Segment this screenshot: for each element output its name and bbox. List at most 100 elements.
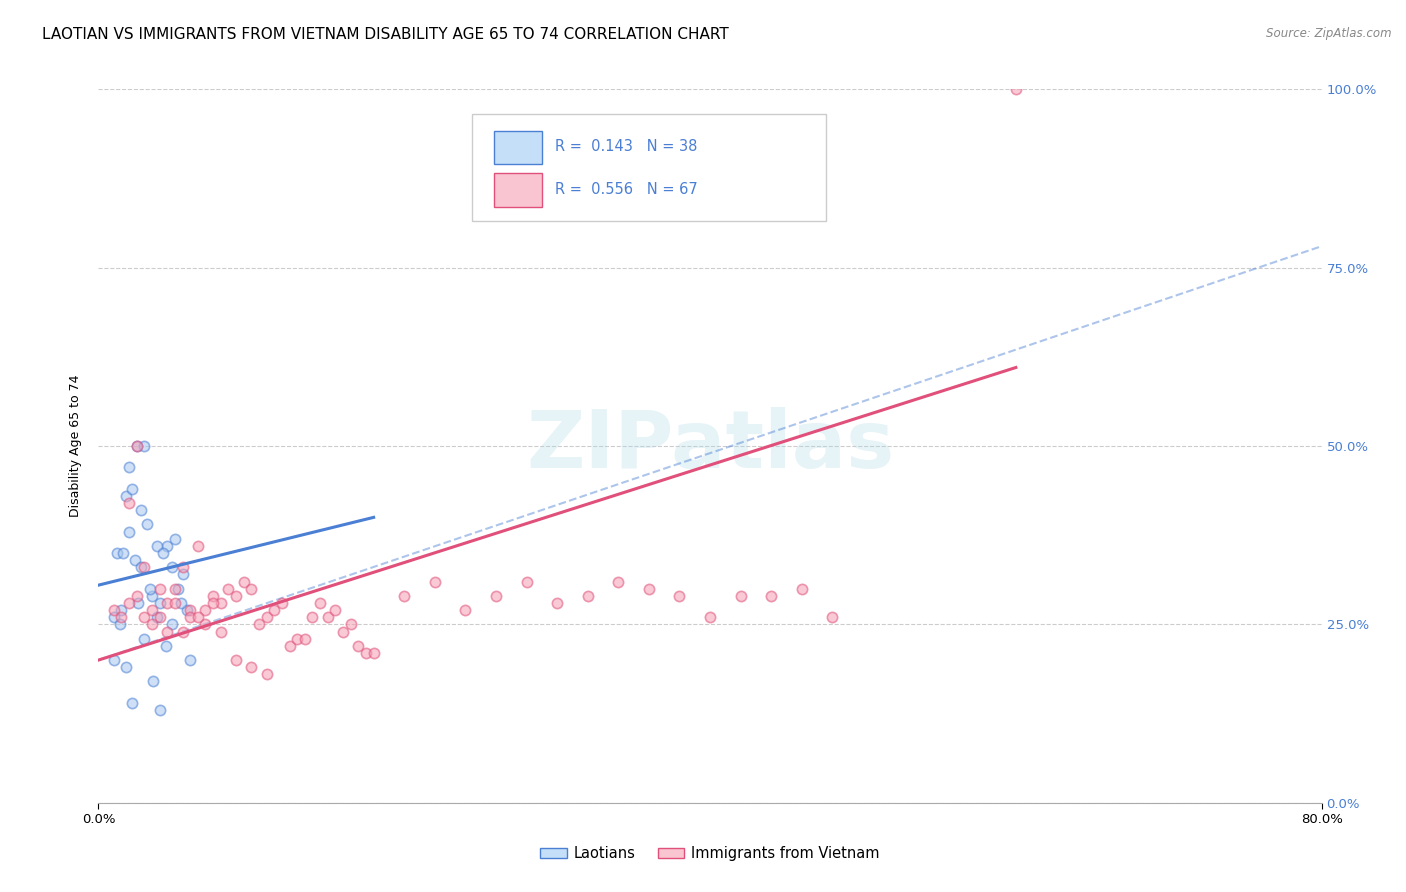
Text: ZIPatlas: ZIPatlas	[526, 407, 894, 485]
Point	[316, 610, 339, 624]
Point	[516, 574, 538, 589]
Point	[347, 639, 370, 653]
Y-axis label: Disability Age 65 to 74: Disability Age 65 to 74	[69, 375, 83, 517]
Point	[638, 582, 661, 596]
Point	[155, 639, 177, 653]
Point	[160, 617, 183, 632]
Point	[134, 560, 156, 574]
Point	[103, 610, 125, 624]
Point	[134, 610, 156, 624]
Point	[125, 589, 148, 603]
Point	[163, 532, 186, 546]
Point	[172, 560, 194, 574]
Point	[149, 610, 172, 624]
Point	[163, 596, 186, 610]
Point	[103, 653, 125, 667]
Point	[136, 517, 159, 532]
Point	[124, 553, 146, 567]
FancyBboxPatch shape	[494, 130, 543, 164]
Point	[149, 596, 172, 610]
Point	[790, 582, 813, 596]
Point	[103, 603, 125, 617]
Point	[225, 653, 247, 667]
Point	[139, 582, 162, 596]
Text: Source: ZipAtlas.com: Source: ZipAtlas.com	[1267, 27, 1392, 40]
Point	[485, 589, 508, 603]
Point	[301, 610, 323, 624]
Point	[115, 660, 138, 674]
Point	[110, 610, 132, 624]
Point	[256, 667, 278, 681]
FancyBboxPatch shape	[494, 173, 543, 207]
Point	[110, 603, 132, 617]
Point	[546, 596, 568, 610]
Legend: Laotians, Immigrants from Vietnam: Laotians, Immigrants from Vietnam	[534, 840, 886, 867]
Point	[294, 632, 316, 646]
Point	[263, 603, 285, 617]
Point	[187, 610, 209, 624]
Point	[176, 603, 198, 617]
Point	[134, 439, 156, 453]
Point	[179, 603, 201, 617]
Point	[118, 460, 141, 475]
Point	[270, 596, 294, 610]
Point	[134, 632, 156, 646]
Point	[278, 639, 301, 653]
Point	[127, 596, 149, 610]
Point	[118, 596, 141, 610]
Point	[152, 546, 174, 560]
Point	[156, 539, 179, 553]
Point	[156, 596, 179, 610]
Point	[145, 610, 167, 624]
Point	[115, 489, 138, 503]
Point	[129, 560, 152, 574]
Point	[149, 582, 172, 596]
Point	[125, 439, 148, 453]
Point	[172, 567, 194, 582]
Point	[225, 589, 247, 603]
Point	[309, 596, 332, 610]
Point	[354, 646, 377, 660]
Point	[202, 589, 225, 603]
Point	[111, 546, 134, 560]
Point	[454, 603, 477, 617]
Point	[156, 624, 179, 639]
Text: R =  0.556   N = 67: R = 0.556 N = 67	[555, 182, 697, 196]
Point	[247, 617, 270, 632]
Point	[145, 539, 167, 553]
Point	[118, 496, 141, 510]
Point	[699, 610, 721, 624]
Point	[240, 660, 263, 674]
Point	[339, 617, 361, 632]
Point	[217, 582, 239, 596]
Point	[118, 524, 141, 539]
Point	[121, 696, 143, 710]
Point	[332, 624, 354, 639]
Text: LAOTIAN VS IMMIGRANTS FROM VIETNAM DISABILITY AGE 65 TO 74 CORRELATION CHART: LAOTIAN VS IMMIGRANTS FROM VIETNAM DISAB…	[42, 27, 728, 42]
Point	[149, 703, 172, 717]
Point	[142, 674, 165, 689]
Point	[240, 582, 263, 596]
Point	[160, 560, 183, 574]
Point	[163, 582, 186, 596]
Point	[392, 589, 416, 603]
Point	[194, 617, 217, 632]
Point	[141, 589, 163, 603]
Point	[129, 503, 152, 517]
Point	[121, 482, 143, 496]
Point	[607, 574, 630, 589]
Point	[105, 546, 128, 560]
Point	[179, 653, 201, 667]
Point	[761, 589, 783, 603]
Point	[179, 610, 201, 624]
Point	[256, 610, 278, 624]
Point	[1004, 82, 1026, 96]
Point	[209, 624, 232, 639]
Text: R =  0.143   N = 38: R = 0.143 N = 38	[555, 139, 697, 153]
Point	[108, 617, 131, 632]
Point	[325, 603, 347, 617]
Point	[202, 596, 225, 610]
Point	[285, 632, 308, 646]
Point	[821, 610, 844, 624]
Point	[668, 589, 690, 603]
